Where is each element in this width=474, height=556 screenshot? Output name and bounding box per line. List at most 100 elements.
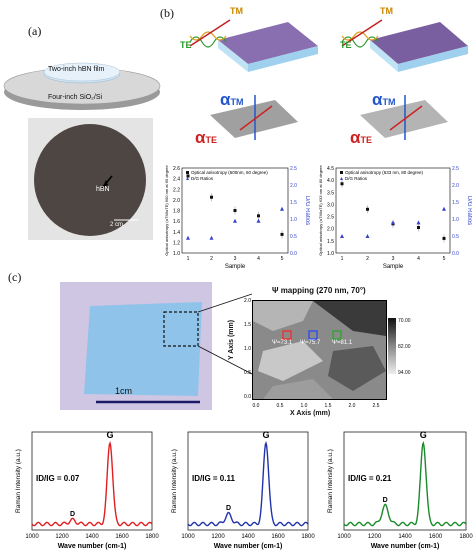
map-x-tick: 2.0 — [349, 403, 356, 409]
psi-value-1: Ψ=73.1 — [272, 340, 293, 346]
x-tick-label: 1200 — [211, 534, 225, 540]
y-tick-label: 1.4 — [173, 230, 180, 236]
te-label-right: TE — [340, 40, 352, 50]
y-axis-label: Optical anisotropy (αTM/αTE) 600 nm at 6… — [164, 165, 169, 256]
legend-marker-dg — [340, 177, 343, 180]
y-tick-label: 1.5 — [327, 239, 334, 245]
y2-tick-label: 2.0 — [452, 183, 459, 189]
y-tick-label: 2.5 — [327, 215, 334, 221]
y-axis-label: Raman Intensity (a.u.) — [15, 449, 22, 513]
dg-ratio-point — [186, 235, 190, 240]
x-tick-label: 5 — [281, 256, 284, 262]
dg-ratio-point — [209, 235, 214, 240]
tm-label-left: TM — [230, 6, 243, 16]
legend-entry: D/G Ratios — [191, 176, 214, 181]
dg-ratio-point — [256, 218, 261, 223]
y2-axis-label: D/G Ratios — [304, 196, 310, 225]
x-tick-label: 1600 — [115, 534, 129, 540]
map-colorbar — [388, 318, 396, 374]
dg-ratio-point — [391, 220, 395, 225]
plot-frame — [335, 167, 451, 254]
x-tick-label: 1000 — [337, 534, 351, 540]
raman-chart-1: D G 1000 1200 1400 1600 1800 Wave number (cm-1)… — [15, 430, 159, 550]
y2-axis-label: D/G Ratios — [466, 196, 472, 225]
y-tick-label: 2.6 — [173, 166, 180, 172]
x-tick-label: 4 — [417, 256, 420, 262]
peak-label: D — [383, 497, 388, 504]
anisotropy-point — [442, 236, 446, 240]
y-tick-label: 3.0 — [327, 202, 334, 208]
y-tick-label: 2.4 — [173, 177, 180, 183]
wafer-photo — [28, 118, 153, 240]
zoom-connector — [197, 293, 253, 375]
raman-spectrum-line — [187, 441, 309, 527]
tm-label-right: TM — [380, 6, 393, 16]
x-tick-label: 1000 — [181, 534, 195, 540]
x-axis-label: Sample — [383, 264, 404, 270]
map-y-tick: 2.0 — [244, 298, 251, 304]
y-tick-label: 1.8 — [173, 209, 180, 215]
map-y-tick: 1.5 — [244, 322, 251, 328]
film-label: Two-inch hBN film — [48, 66, 105, 73]
peak-label: D — [70, 511, 75, 518]
map-title: Ψ mapping (270 nm, 70°) — [272, 286, 366, 295]
x-tick-label: 2 — [210, 256, 213, 262]
y2-tick-label: 2.5 — [290, 166, 297, 172]
y-tick-label: 1.6 — [173, 219, 180, 225]
y2-tick-label: 0.0 — [452, 251, 459, 257]
x-tick-label: 1400 — [398, 534, 412, 540]
x-tick-label: 1 — [187, 256, 190, 262]
plot-frame — [181, 167, 289, 254]
colorbar-tick-bottom: 94.00 — [398, 370, 411, 376]
legend-entry: D/G Ratios — [345, 176, 368, 181]
plot-frame — [187, 431, 309, 531]
y-tick-label: 4.5 — [327, 166, 334, 172]
y2-tick-label: 0.5 — [452, 234, 459, 240]
plot-frame — [31, 431, 153, 531]
hbn-film-photo — [60, 282, 212, 410]
y2-tick-label: 1.0 — [452, 217, 459, 223]
y-tick-label: 1.0 — [327, 251, 334, 257]
dg-ratio-point — [340, 234, 344, 238]
colorbar-tick-mid: 82.00 — [398, 344, 411, 350]
y-tick-label: 2.0 — [327, 227, 334, 233]
dg-ratio-point — [233, 218, 237, 223]
map-y-tick: 0.5 — [244, 370, 251, 376]
x-tick-label: 5 — [443, 256, 446, 262]
legend-marker-dg — [186, 177, 189, 180]
x-tick-label: 1600 — [271, 534, 285, 540]
x-axis-label: Sample — [225, 264, 246, 270]
anisotropy-point — [210, 195, 213, 199]
peak-label: G — [262, 430, 269, 440]
map-x-tick: 0.5 — [277, 403, 284, 409]
y2-tick-label: 1.5 — [290, 200, 297, 206]
peak-label: G — [106, 430, 113, 440]
y-tick-label: 1.0 — [173, 251, 180, 257]
panel-b-label: (b) — [160, 6, 174, 20]
x-axis-label: Wave number (cm-1) — [58, 543, 127, 550]
y-tick-label: 2.0 — [173, 198, 180, 204]
map-y-tick: 0.0 — [244, 394, 251, 400]
y2-tick-label: 1.5 — [452, 200, 459, 206]
psi-map — [252, 300, 387, 400]
y-tick-label: 3.5 — [327, 190, 334, 196]
map-ylabel: Y Axis (mm) — [228, 319, 235, 360]
substrate-label: Four-inch SiO₂/Si — [48, 94, 103, 101]
psi-value-2: Ψ=75.7 — [300, 340, 321, 346]
colorbar-tick-top: 70.00 — [398, 318, 411, 324]
raman-chart-2: D G 1000 1200 1400 1600 1800 Wave number (cm-1)… — [171, 430, 315, 550]
dg-ratio-point — [280, 206, 284, 211]
x-tick-label: 1800 — [145, 534, 159, 540]
x-tick-label: 1200 — [368, 534, 382, 540]
x-tick-label: 1800 — [459, 534, 473, 540]
film-scale-bar: 1cm — [115, 386, 133, 396]
id-ig-annotation: ID/IG = 0.07 — [36, 474, 80, 483]
raman-spectrum-line — [343, 441, 467, 527]
x-tick-label: 1600 — [429, 534, 443, 540]
plot-frame — [343, 431, 467, 531]
map-x-tick: 0.0 — [253, 403, 260, 409]
y-tick-label: 4.0 — [327, 178, 334, 184]
x-axis-label: Wave number (cm-1) — [371, 543, 440, 550]
y2-tick-label: 1.0 — [290, 217, 297, 223]
map-y-ticks: 2.0 1.5 1.0 0.5 0.0 — [244, 298, 251, 400]
